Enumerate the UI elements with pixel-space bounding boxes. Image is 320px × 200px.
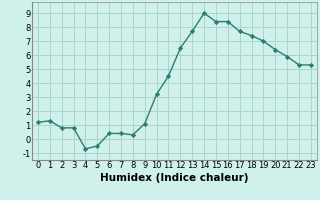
X-axis label: Humidex (Indice chaleur): Humidex (Indice chaleur) — [100, 173, 249, 183]
